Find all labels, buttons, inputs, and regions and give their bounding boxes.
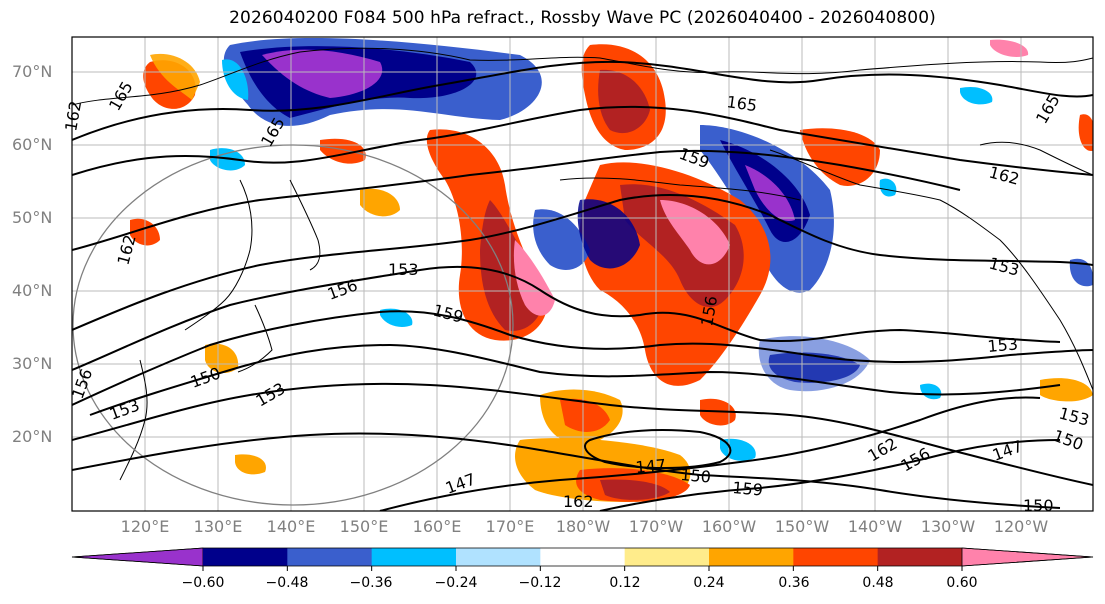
lat-label-20n: 20°N bbox=[12, 427, 53, 446]
lon-label: 120°W bbox=[993, 517, 1049, 536]
colorbar-segment bbox=[371, 548, 457, 566]
colorbar-segment bbox=[540, 548, 626, 566]
map-frame bbox=[71, 36, 1094, 512]
colorbar-tick-label: 0.24 bbox=[693, 575, 725, 591]
colorbar-tick-label: −0.48 bbox=[265, 575, 309, 591]
lat-label-40n: 40°N bbox=[12, 281, 53, 300]
colorbar-extend-high bbox=[961, 547, 1094, 567]
contour-label: 159 bbox=[732, 478, 764, 500]
colorbar-segment bbox=[709, 548, 794, 566]
lat-label-30n: 30°N bbox=[12, 354, 53, 373]
lon-label: 130°E bbox=[193, 517, 243, 536]
lon-label: 160°W bbox=[701, 517, 757, 536]
colorbar-tick-label: −0.24 bbox=[434, 575, 478, 591]
contour-label: 162 bbox=[563, 492, 594, 511]
lon-label: 140°E bbox=[266, 517, 316, 536]
lon-label: 160°E bbox=[412, 517, 462, 536]
lon-label: 170°W bbox=[628, 517, 684, 536]
colorbar-tick-label: 0.36 bbox=[778, 575, 810, 591]
colorbar-segments bbox=[71, 547, 1094, 567]
contour-label: 150 bbox=[1023, 496, 1054, 515]
lon-label: 180°W bbox=[555, 517, 611, 536]
radius-circle bbox=[72, 144, 514, 506]
colorbar-tick-label: 0.12 bbox=[609, 575, 641, 591]
lon-label: 130°W bbox=[920, 517, 976, 536]
colorbar-segment bbox=[203, 548, 288, 566]
colorbar-extend-low bbox=[71, 547, 204, 567]
lon-label: 120°E bbox=[120, 517, 170, 536]
map-title: 2026040200 F084 500 hPa refract., Rossby… bbox=[229, 8, 936, 28]
lon-label: 170°E bbox=[485, 517, 535, 536]
colorbar-segment bbox=[877, 548, 963, 566]
lon-label: 150°W bbox=[774, 517, 830, 536]
colorbar-segment bbox=[456, 548, 541, 566]
colorbar-tick-label: 0.60 bbox=[946, 575, 978, 591]
colorbar-segment bbox=[287, 548, 373, 566]
colorbar-segment bbox=[624, 548, 710, 566]
colorbar-tick-label: −0.12 bbox=[518, 575, 562, 591]
coastlines bbox=[72, 47, 1093, 481]
contour-label: 150 bbox=[680, 465, 712, 487]
contour-label: 165 bbox=[725, 92, 758, 115]
colorbar-tick-marks bbox=[202, 566, 963, 571]
lon-label: 150°E bbox=[339, 517, 389, 536]
colorbar-segment bbox=[793, 548, 879, 566]
geopotential-contours bbox=[72, 60, 1093, 511]
colorbar-tick-label: −0.60 bbox=[181, 575, 225, 591]
colorbar-tick-label: −0.36 bbox=[349, 575, 393, 591]
lat-label-50n: 50°N bbox=[12, 208, 53, 227]
lat-label-60n: 60°N bbox=[12, 135, 53, 154]
contour-label: 153 bbox=[987, 334, 1019, 356]
contour-label: 153 bbox=[388, 260, 419, 279]
graticule bbox=[72, 37, 1093, 511]
lat-label-70n: 70°N bbox=[12, 62, 53, 81]
contour-label: 147 bbox=[635, 455, 667, 477]
colorbar-tick-label: 0.48 bbox=[862, 575, 894, 591]
lon-label: 140°W bbox=[847, 517, 903, 536]
